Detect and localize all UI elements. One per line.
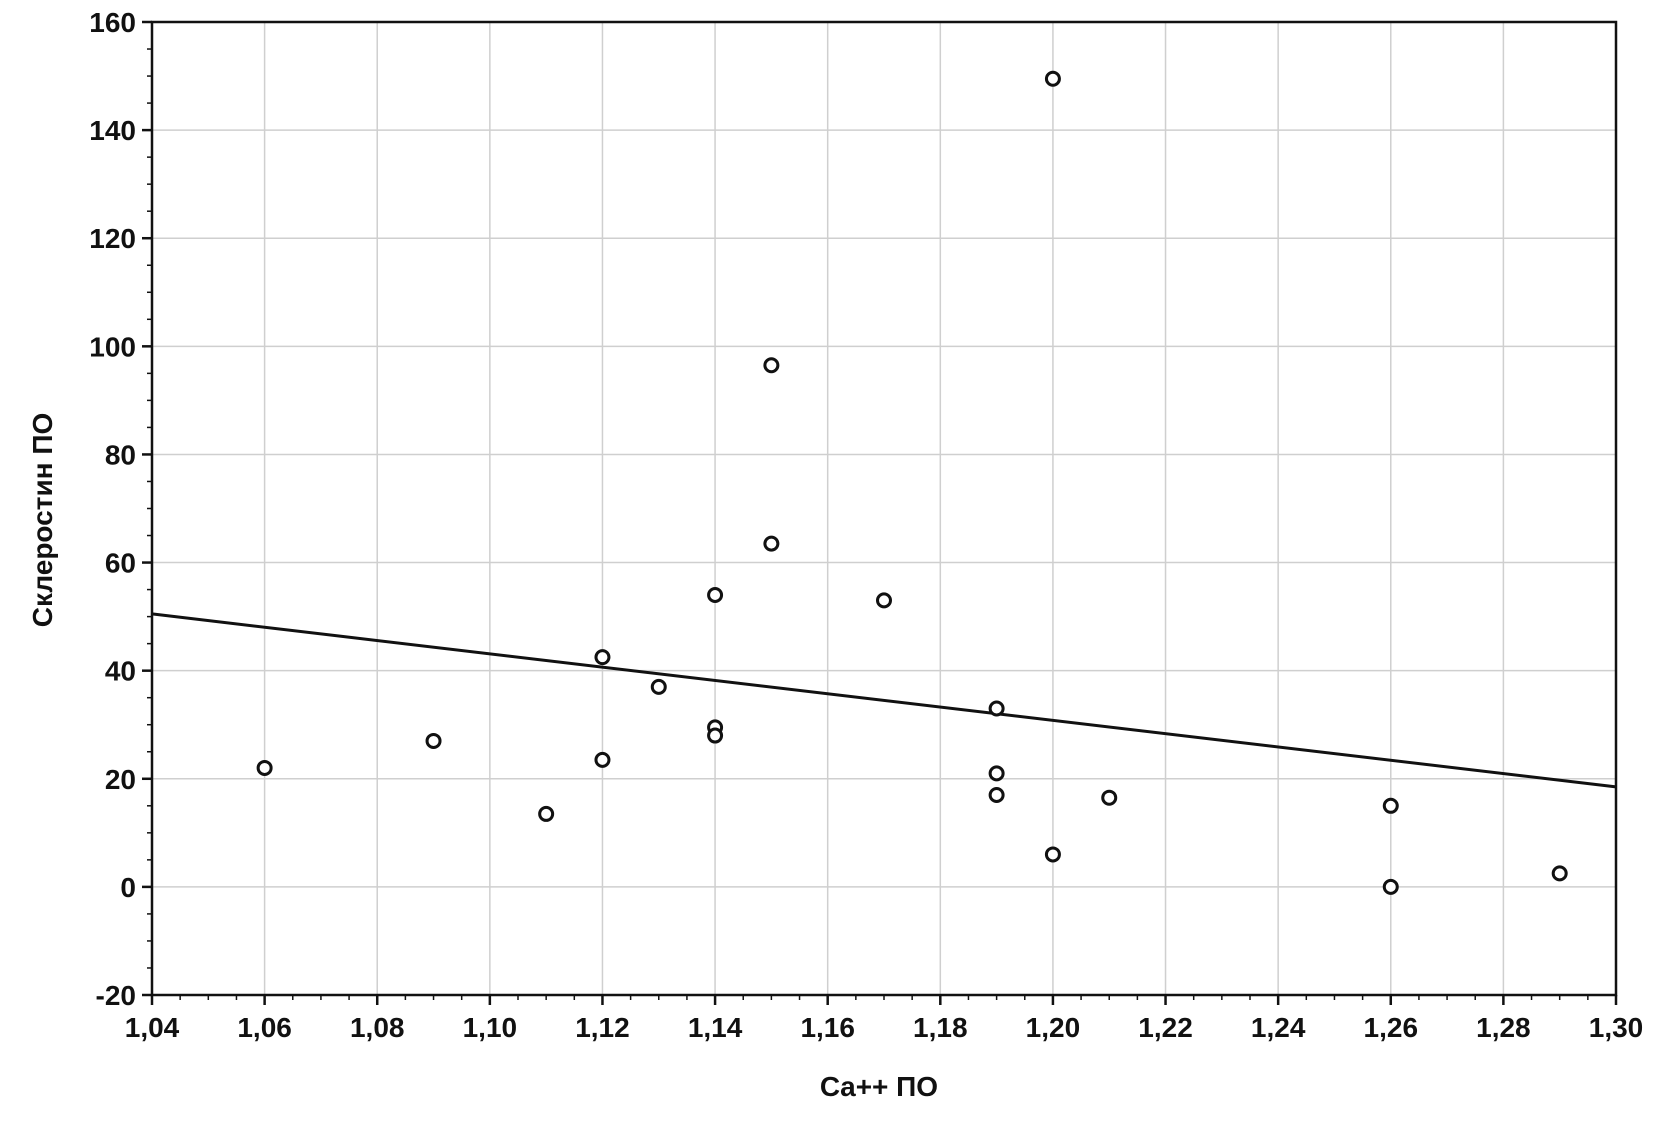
- plot-frame: [150, 20, 1618, 997]
- x-tick-label-13: 1,30: [1589, 1012, 1644, 1043]
- y-tick-label-2: 20: [105, 764, 136, 795]
- data-point-0-6: [707, 586, 724, 603]
- trend-line: [151, 612, 1617, 789]
- y-tick-label-8: 140: [89, 115, 136, 146]
- tick-labels: 1,04 1,06 1,08 1,10 1,12 1,14 1,16 1,18 1,20 1,22…: [89, 7, 1643, 1043]
- data-point-0-4: [594, 751, 611, 768]
- y-tick-label-4: 60: [105, 548, 136, 579]
- x-tick-label-11: 1,26: [1364, 1012, 1419, 1043]
- y-tick-label-7: 120: [89, 223, 136, 254]
- x-tick-label-8: 1,20: [1026, 1012, 1081, 1043]
- x-tick-label-0: 1,04: [125, 1012, 180, 1043]
- y-tick-label-6: 100: [89, 331, 136, 362]
- data-point-0-11: [876, 592, 892, 609]
- axes: [142, 20, 1618, 1005]
- data-point-0-9: [763, 357, 780, 374]
- data-point-0-14: [988, 786, 1005, 803]
- data-point-0-20: [1551, 865, 1568, 882]
- data-point-0-5: [650, 678, 667, 695]
- data-point-0-12: [988, 700, 1005, 717]
- x-tick-label-10: 1,24: [1251, 1012, 1306, 1043]
- y-tick-label-9: 160: [89, 7, 136, 38]
- x-tick-label-12: 1,28: [1476, 1012, 1531, 1043]
- x-tick-label-2: 1,08: [350, 1012, 405, 1043]
- trend-line-group: [151, 612, 1617, 789]
- data-point-0-15: [1044, 70, 1061, 87]
- y-tick-label-1: 0: [120, 872, 136, 903]
- x-tick-label-3: 1,10: [463, 1012, 518, 1043]
- x-axis-title: Ca++ ПО: [820, 1071, 938, 1102]
- data-point-0-19: [1382, 878, 1399, 895]
- data-point-0-8: [707, 727, 724, 744]
- y-tick-label-5: 80: [105, 439, 136, 470]
- data-point-0-1: [425, 732, 442, 749]
- data-point-0-13: [988, 765, 1005, 782]
- x-tick-label-4: 1,12: [575, 1012, 630, 1043]
- x-tick-label-5: 1,14: [688, 1012, 743, 1043]
- x-tick-label-7: 1,18: [913, 1012, 968, 1043]
- y-tick-label-3: 40: [105, 656, 136, 687]
- data-point-0-0: [256, 759, 273, 776]
- y-tick-label-0: -20: [96, 980, 136, 1011]
- x-tick-label-1: 1,06: [237, 1012, 292, 1043]
- y-axis-title: Склеростин ПО: [27, 413, 58, 628]
- data-point-0-18: [1382, 797, 1399, 814]
- x-tick-label-9: 1,22: [1138, 1012, 1193, 1043]
- grid-lines: [151, 21, 1617, 996]
- data-point-0-16: [1044, 846, 1061, 863]
- data-point-0-3: [594, 649, 611, 666]
- x-tick-label-6: 1,16: [800, 1012, 855, 1043]
- data-points: [256, 70, 1568, 895]
- data-point-0-10: [763, 535, 780, 552]
- data-point-0-17: [1101, 789, 1118, 806]
- data-point-0-2: [538, 805, 555, 822]
